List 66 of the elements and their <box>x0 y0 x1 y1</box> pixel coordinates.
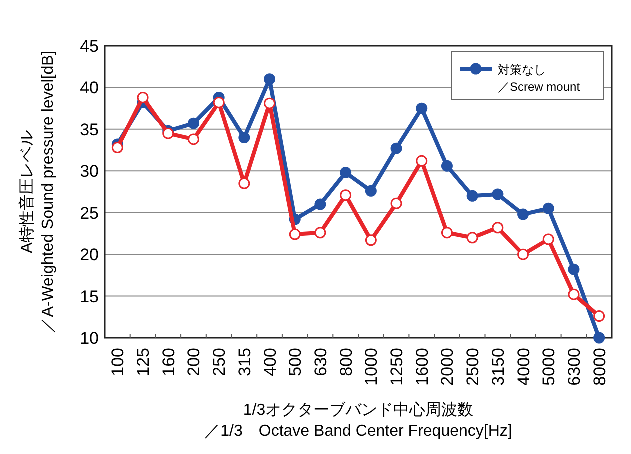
y-tick-label: 30 <box>80 162 99 182</box>
point <box>594 310 606 322</box>
x-tick-label: 1600 <box>412 348 432 386</box>
x-tick-label: 2500 <box>464 348 483 386</box>
point <box>238 132 250 144</box>
x-tick-label: 5000 <box>540 348 559 386</box>
point <box>289 228 301 240</box>
point <box>594 332 606 344</box>
point <box>542 202 554 214</box>
point <box>416 102 428 114</box>
y-tick-label: 15 <box>80 287 99 306</box>
point <box>162 128 174 140</box>
point <box>137 92 149 104</box>
point <box>441 227 453 239</box>
y-tick-label: 45 <box>80 37 99 56</box>
x-tick-label: 200 <box>184 348 204 376</box>
x-tick-label: 160 <box>159 348 178 376</box>
y-tick-label: 35 <box>80 120 99 140</box>
x-tick-label: 3150 <box>488 348 508 386</box>
point <box>238 178 250 190</box>
point <box>466 190 478 202</box>
x-tick-label: 1000 <box>362 348 382 386</box>
point <box>390 198 402 210</box>
x-tick-label: 500 <box>286 348 306 376</box>
x-tick-label: 1250 <box>388 348 407 386</box>
point <box>340 167 352 179</box>
y-axis-title: A特性音圧レベル／A-Weighted Sound pressure level[dB] <box>18 50 57 334</box>
x-tick-label: 8000 <box>590 348 610 386</box>
x-tick-label: 2000 <box>438 348 458 386</box>
point <box>340 190 352 202</box>
x-tick-label: 800 <box>336 348 356 376</box>
point <box>542 234 554 246</box>
point <box>365 234 377 246</box>
y-tick-label: 10 <box>80 329 99 348</box>
point <box>264 74 276 86</box>
point <box>365 185 377 197</box>
x-tick-label: 125 <box>134 348 154 376</box>
y-tick-label: 20 <box>80 246 99 265</box>
point <box>264 98 276 110</box>
x-tick-label: 315 <box>235 348 254 376</box>
x-tick-label: 400 <box>260 348 280 376</box>
point <box>466 232 478 244</box>
x-tick-label: 630 <box>311 348 330 376</box>
y-tick-label: 40 <box>80 78 99 98</box>
point <box>492 222 504 234</box>
x-tick-label: 250 <box>210 348 230 376</box>
x-tick-label: 4000 <box>514 348 534 386</box>
point <box>314 227 326 239</box>
point <box>416 155 428 167</box>
x-axis-title: 1/3オクターブバンド中心周波数／1/3 Octave Band Center Frequency[Hz] <box>204 401 512 440</box>
point <box>568 288 580 300</box>
point <box>492 188 504 200</box>
point <box>188 134 200 146</box>
point <box>314 198 326 210</box>
point <box>390 142 402 154</box>
x-tick-label: 100 <box>108 348 128 376</box>
y-tick-label: 25 <box>80 204 99 223</box>
point <box>441 160 453 172</box>
point <box>518 208 530 220</box>
point <box>568 264 580 276</box>
point <box>112 142 124 154</box>
point <box>213 96 225 108</box>
point <box>188 118 200 130</box>
point <box>518 248 530 260</box>
legend-label: 対策なし／Screw mount <box>498 63 581 94</box>
x-tick-label: 6300 <box>564 348 584 386</box>
